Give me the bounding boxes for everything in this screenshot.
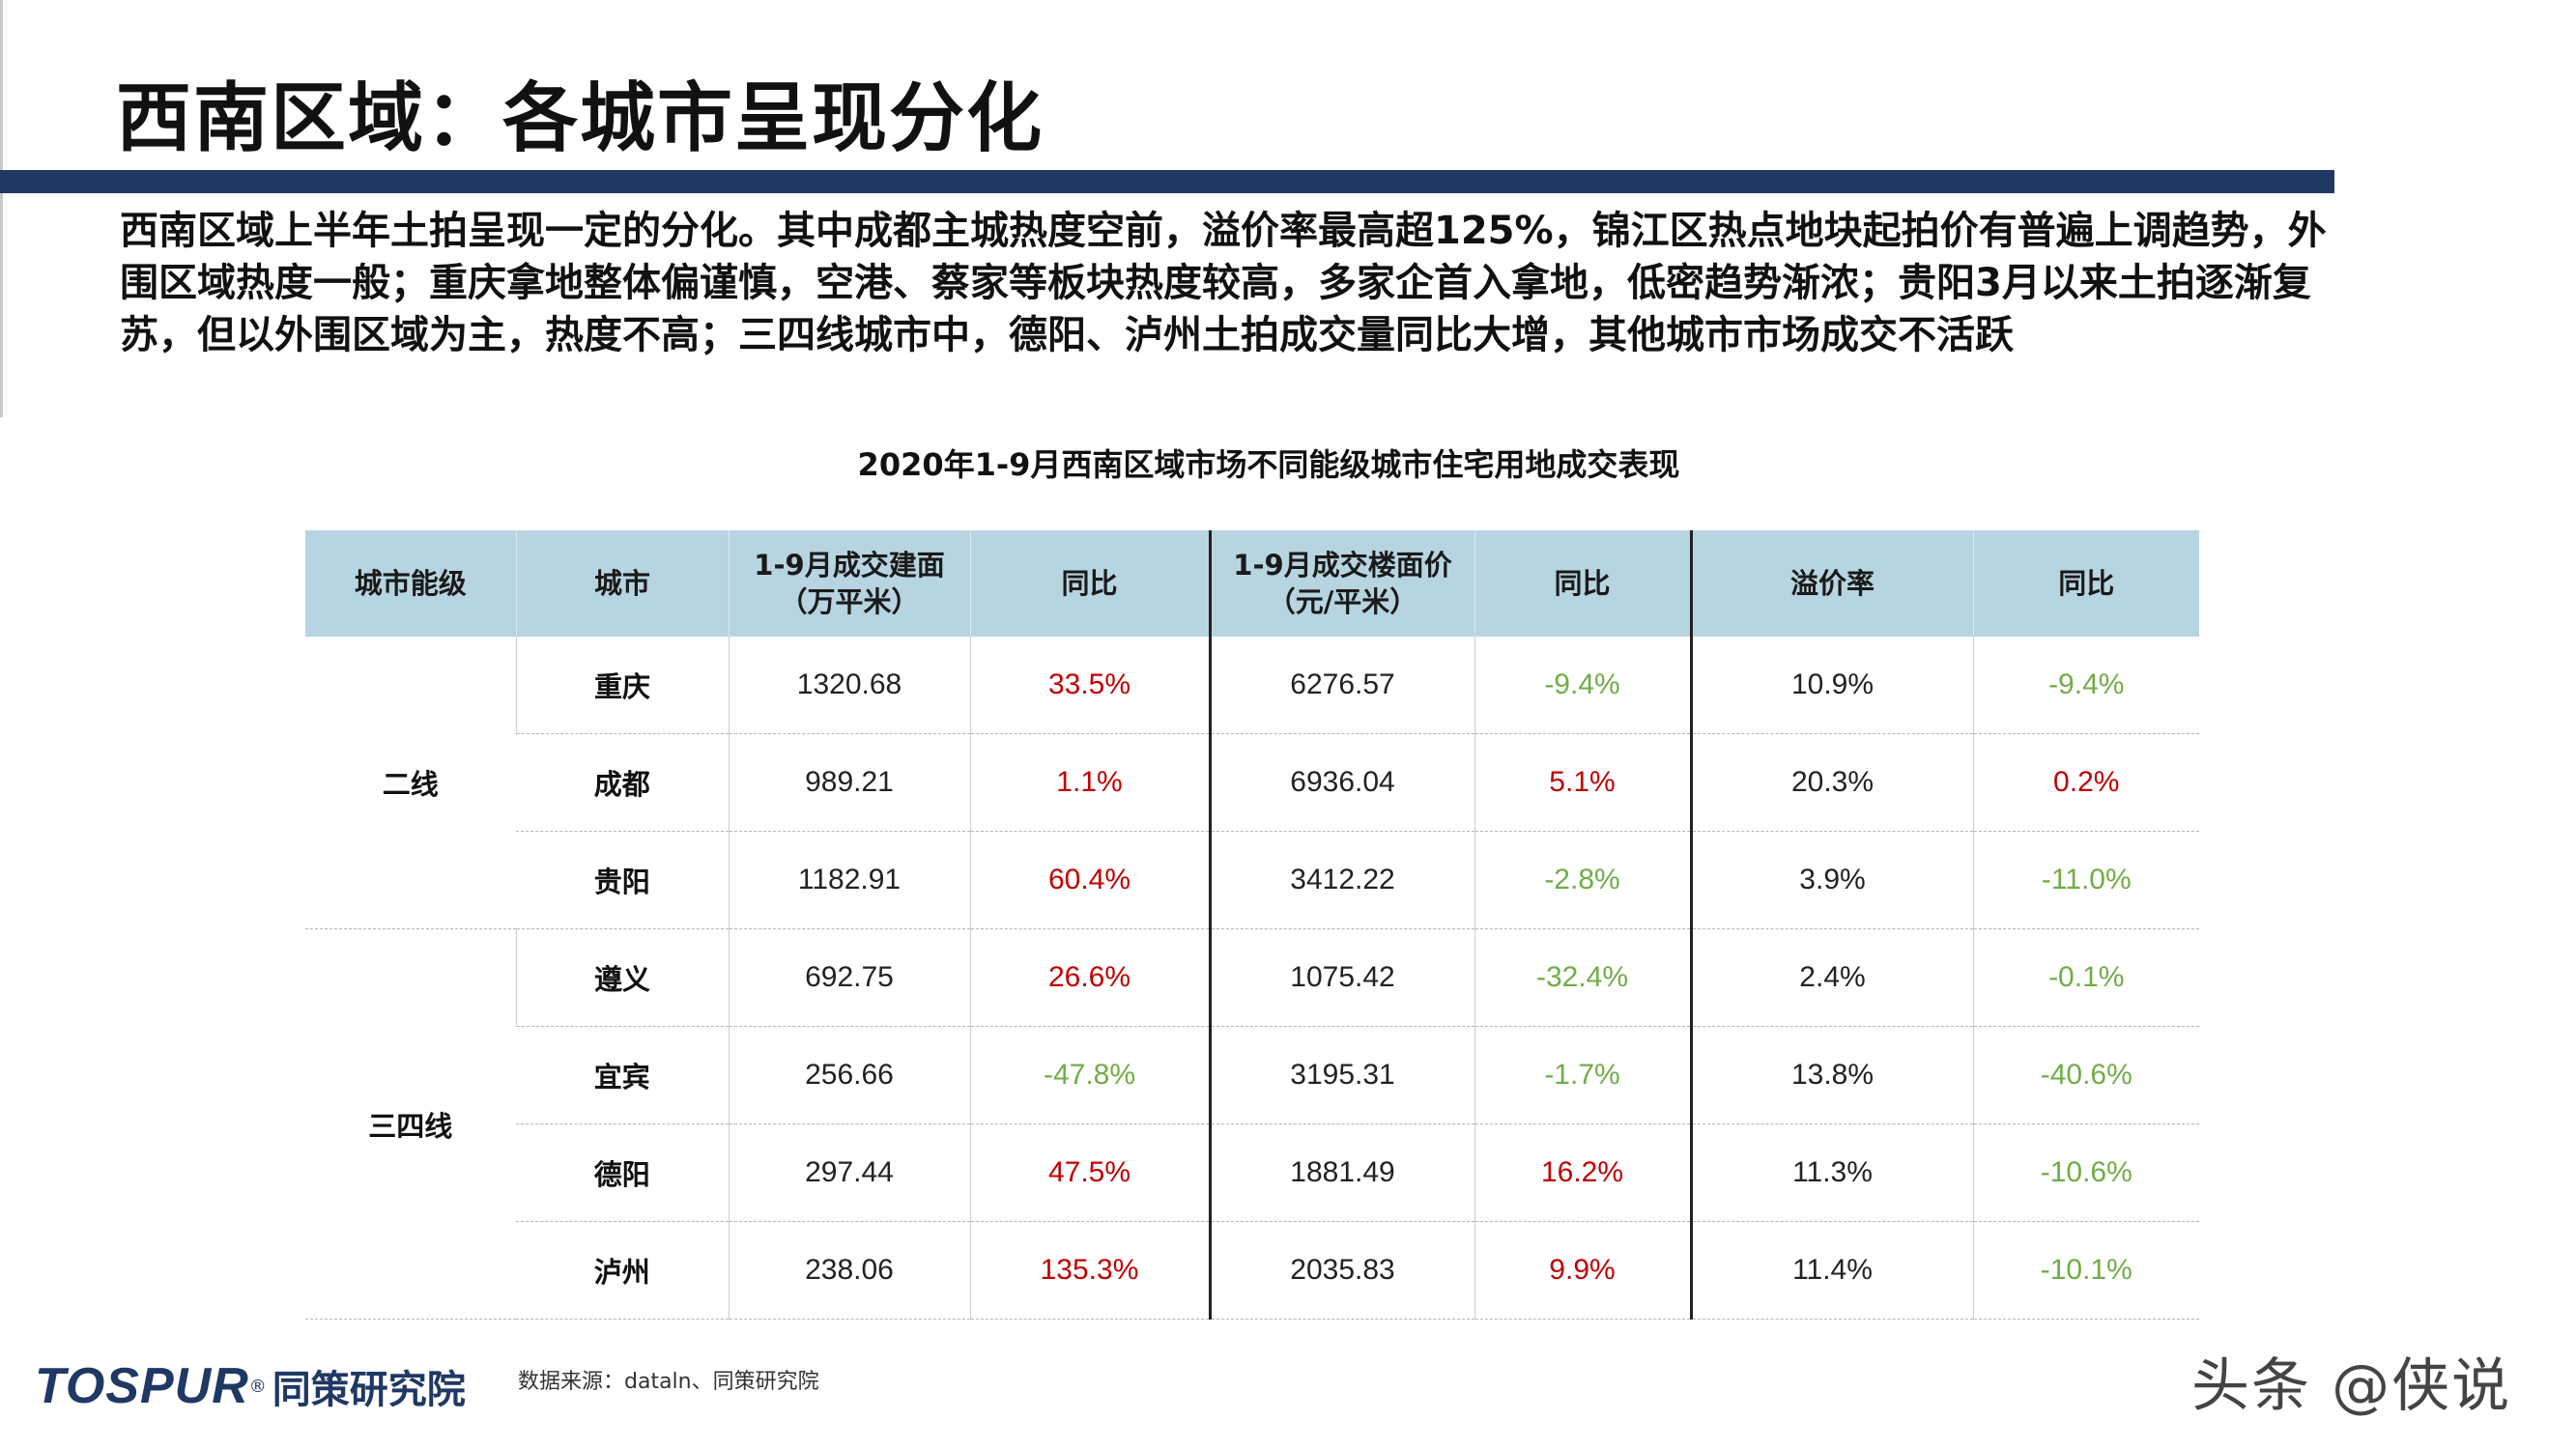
value-cell: 1320.68 xyxy=(728,637,970,734)
column-header-label: 城市 xyxy=(593,567,650,600)
value-cell: 1075.42 xyxy=(1208,928,1474,1027)
value-cell: 20.3% xyxy=(1689,733,1973,832)
column-header-label: 1-9月成交建面 xyxy=(754,549,945,582)
yoy-change-cell: -9.4% xyxy=(1474,637,1691,734)
value-cell: 2.4% xyxy=(1689,928,1973,1027)
city-name-cell: 成都 xyxy=(516,733,729,832)
column-header-label: 1-9月成交楼面价 xyxy=(1233,549,1452,582)
city-name-cell: 德阳 xyxy=(516,1123,729,1222)
tospur-logo: TOSPUR ® 同策研究院 xyxy=(35,1354,466,1418)
registered-mark: ® xyxy=(248,1376,267,1397)
logo-wordmark: TOSPUR xyxy=(35,1358,249,1414)
value-cell: 3.9% xyxy=(1689,831,1973,929)
yoy-change-cell: -0.1% xyxy=(1972,928,2199,1027)
page-title: 西南区域：各城市呈现分化 xyxy=(116,75,1045,162)
yoy-change-cell: -10.1% xyxy=(1972,1221,2199,1320)
city-name-cell: 遵义 xyxy=(515,928,729,1027)
column-header: 同比 xyxy=(1972,530,2199,637)
column-header: 同比 xyxy=(969,530,1210,637)
column-header: 1-9月成交建面 （万平米） xyxy=(728,530,970,637)
value-cell: 11.4% xyxy=(1689,1221,1973,1320)
column-header-label: 同比 xyxy=(2058,567,2115,600)
city-name-cell: 贵阳 xyxy=(516,831,729,929)
table-row: 德阳 297.44 47.5% 1881.49 16.2% 11.3% -10.6% xyxy=(305,1123,2199,1222)
yoy-change-cell: 60.4% xyxy=(969,831,1210,929)
table-row: 泸州 238.06 135.3% 2035.83 9.9% 11.4% -10.1% xyxy=(305,1221,2199,1320)
city-name-cell: 宜宾 xyxy=(516,1026,729,1124)
yoy-change-cell: 26.6% xyxy=(969,928,1210,1027)
yoy-change-cell: -10.6% xyxy=(1972,1123,2199,1222)
table-header-row: 城市能级 城市 1-9月成交建面 （万平米） 同比 1-9月成交楼面价 （元/平米） 同比 溢价… xyxy=(305,530,2199,637)
yoy-change-cell: 135.3% xyxy=(969,1221,1210,1320)
yoy-change-cell: -47.8% xyxy=(969,1026,1210,1124)
yoy-change-cell: -9.4% xyxy=(1972,637,2199,734)
column-header-label: 溢价率 xyxy=(1789,567,1875,600)
column-header: 同比 xyxy=(1474,530,1691,637)
column-header: 城市 xyxy=(515,530,729,637)
table-row: 贵阳 1182.91 60.4% 3412.22 -2.8% 3.9% -11.0% xyxy=(305,831,2199,929)
column-header-label: 同比 xyxy=(1554,567,1611,600)
value-cell: 3412.22 xyxy=(1208,831,1474,929)
yoy-change-cell: 33.5% xyxy=(969,637,1210,734)
table-row: 成都 989.21 1.1% 6936.04 5.1% 20.3% 0.2% xyxy=(305,733,2199,832)
yoy-change-cell: -1.7% xyxy=(1474,1026,1691,1124)
value-cell: 692.75 xyxy=(728,928,970,1027)
data-source-note: 数据来源：dataln、同策研究院 xyxy=(518,1370,819,1394)
table-row: 三四线 遵义 692.75 26.6% 1075.42 -32.4% 2.4% -0.1% xyxy=(305,928,2199,1320)
city-name-cell: 泸州 xyxy=(516,1221,729,1320)
column-header: 城市能级 xyxy=(305,530,516,637)
logo-chinese-name: 同策研究院 xyxy=(272,1368,466,1412)
yoy-change-cell: 16.2% xyxy=(1474,1123,1691,1222)
column-header: 溢价率 xyxy=(1689,530,1973,637)
table-row: 二线 重庆 1320.68 33.5% 6276.57 -9.4% 10.9% -9.4% xyxy=(305,637,2199,929)
watermark: 头条 @侠说 xyxy=(2191,1352,2512,1420)
value-cell: 256.66 xyxy=(728,1026,970,1124)
city-tier-cell: 二线 xyxy=(305,637,516,929)
column-header-label: 城市能级 xyxy=(354,567,467,600)
value-cell: 1881.49 xyxy=(1208,1123,1474,1222)
column-header: 1-9月成交楼面价 （元/平米） xyxy=(1208,530,1474,637)
value-cell: 297.44 xyxy=(728,1123,970,1222)
yoy-change-cell: 0.2% xyxy=(1972,733,2199,832)
yoy-change-cell: -2.8% xyxy=(1474,831,1691,929)
value-cell: 2035.83 xyxy=(1208,1221,1474,1320)
yoy-change-cell: -40.6% xyxy=(1972,1026,2199,1124)
land-transaction-table: 城市能级 城市 1-9月成交建面 （万平米） 同比 1-9月成交楼面价 （元/平米） 同比 溢价… xyxy=(305,530,2199,1320)
column-header-label: （万平米） xyxy=(779,585,920,618)
yoy-change-cell: 1.1% xyxy=(969,733,1210,832)
yoy-change-cell: 5.1% xyxy=(1474,733,1691,832)
value-cell: 13.8% xyxy=(1689,1026,1973,1124)
left-edge-rule xyxy=(0,0,3,417)
value-cell: 3195.31 xyxy=(1208,1026,1474,1124)
city-name-cell: 重庆 xyxy=(515,637,729,734)
value-cell: 10.9% xyxy=(1689,637,1973,734)
column-header-label: 同比 xyxy=(1061,567,1118,600)
yoy-change-cell: -32.4% xyxy=(1474,928,1691,1027)
summary-paragraph: 西南区域上半年土拍呈现一定的分化。其中成都主城热度空前，溢价率最高超125%，锦… xyxy=(120,209,2327,357)
value-cell: 989.21 xyxy=(728,733,970,832)
yoy-change-cell: 47.5% xyxy=(969,1123,1210,1222)
value-cell: 1182.91 xyxy=(728,831,970,929)
value-cell: 6936.04 xyxy=(1208,733,1474,832)
value-cell: 238.06 xyxy=(728,1221,970,1320)
yoy-change-cell: 9.9% xyxy=(1474,1221,1691,1320)
table-body: 二线 重庆 1320.68 33.5% 6276.57 -9.4% 10.9% -9.4% 成都… xyxy=(305,637,2199,1320)
title-underline-bar xyxy=(0,170,2334,193)
value-cell: 6276.57 xyxy=(1208,637,1474,734)
column-header-label: （元/平米） xyxy=(1267,585,1418,618)
value-cell: 11.3% xyxy=(1689,1123,1973,1222)
city-tier-cell: 三四线 xyxy=(305,928,516,1320)
table-title: 2020年1-9月西南区域市场不同能级城市住宅用地成交表现 xyxy=(857,446,1680,483)
table-row: 宜宾 256.66 -47.8% 3195.31 -1.7% 13.8% -40.6% xyxy=(305,1026,2199,1124)
yoy-change-cell: -11.0% xyxy=(1972,831,2199,929)
